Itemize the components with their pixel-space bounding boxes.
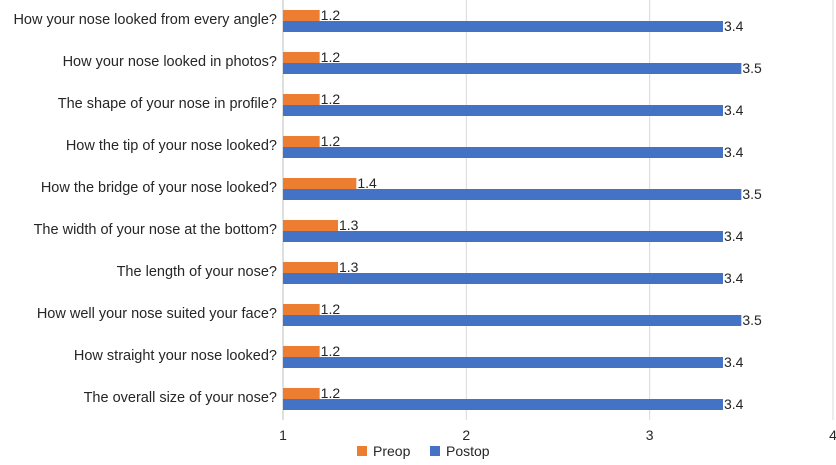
preop-bar: [283, 220, 338, 231]
postop-bar: [283, 315, 742, 326]
postop-bar: [283, 189, 742, 200]
preop-value-label: 1.3: [339, 259, 359, 275]
postop-bar: [283, 147, 723, 158]
postop-bar: [283, 231, 723, 242]
preop-bar: [283, 136, 320, 147]
preop-bar: [283, 52, 320, 63]
bars: [283, 10, 742, 410]
postop-value-label: 3.4: [724, 396, 744, 412]
postop-value-label: 3.5: [742, 60, 762, 76]
preop-bar: [283, 346, 320, 357]
x-tick-label: 2: [462, 427, 470, 443]
postop-bar: [283, 399, 723, 410]
preop-value-label: 1.4: [357, 175, 377, 191]
preop-bar: [283, 388, 320, 399]
postop-value-label: 3.5: [742, 312, 762, 328]
preop-value-label: 1.2: [321, 133, 341, 149]
x-tick-label: 3: [646, 427, 654, 443]
postop-value-label: 3.4: [724, 144, 744, 160]
preop-value-label: 1.2: [321, 385, 341, 401]
postop-legend-label: Postop: [446, 443, 490, 459]
category-label: The length of your nose?: [117, 264, 277, 280]
postop-bar: [283, 21, 723, 32]
preop-bar: [283, 178, 357, 189]
category-label: How your nose looked in photos?: [63, 54, 277, 70]
preop-value-label: 1.2: [321, 91, 341, 107]
category-label: How your nose looked from every angle?: [13, 12, 277, 28]
legend: Preop Postop: [357, 443, 490, 459]
postop-value-label: 3.4: [724, 354, 744, 370]
x-tick-label: 4: [829, 427, 836, 443]
postop-value-label: 3.4: [724, 18, 744, 34]
preop-legend-swatch: [357, 446, 367, 456]
postop-value-label: 3.4: [724, 102, 744, 118]
category-labels: How your nose looked from every angle? Ho…: [13, 12, 277, 406]
preop-value-label: 1.2: [321, 7, 341, 23]
postop-bar: [283, 273, 723, 284]
postop-value-label: 3.4: [724, 228, 744, 244]
data-labels: 1.2 3.4 1.2 3.5 1.2 3.4 1.2 3.4 1.4 3.5 1.3 3.4 1.3 3…: [321, 7, 762, 412]
x-axis-ticks: 1 2 3 4: [279, 427, 836, 443]
preop-value-label: 1.3: [339, 217, 359, 233]
category-label: The shape of your nose in profile?: [58, 96, 277, 112]
category-label: How the bridge of your nose looked?: [41, 180, 277, 196]
postop-bar: [283, 357, 723, 368]
category-label: How well your nose suited your face?: [37, 306, 277, 322]
preop-bar: [283, 262, 338, 273]
preop-legend-label: Preop: [373, 443, 411, 459]
category-label: How the tip of your nose looked?: [66, 138, 277, 154]
postop-value-label: 3.4: [724, 270, 744, 286]
preop-bar: [283, 10, 320, 21]
postop-value-label: 3.5: [742, 186, 762, 202]
category-label: The overall size of your nose?: [84, 390, 277, 406]
preop-value-label: 1.2: [321, 343, 341, 359]
preop-bar: [283, 94, 320, 105]
preop-value-label: 1.2: [321, 301, 341, 317]
postop-bar: [283, 105, 723, 116]
x-tick-label: 1: [279, 427, 287, 443]
preop-value-label: 1.2: [321, 49, 341, 65]
preop-bar: [283, 304, 320, 315]
category-label: The width of your nose at the bottom?: [34, 222, 277, 238]
postop-bar: [283, 63, 742, 74]
category-label: How straight your nose looked?: [74, 348, 277, 364]
postop-legend-swatch: [430, 446, 440, 456]
